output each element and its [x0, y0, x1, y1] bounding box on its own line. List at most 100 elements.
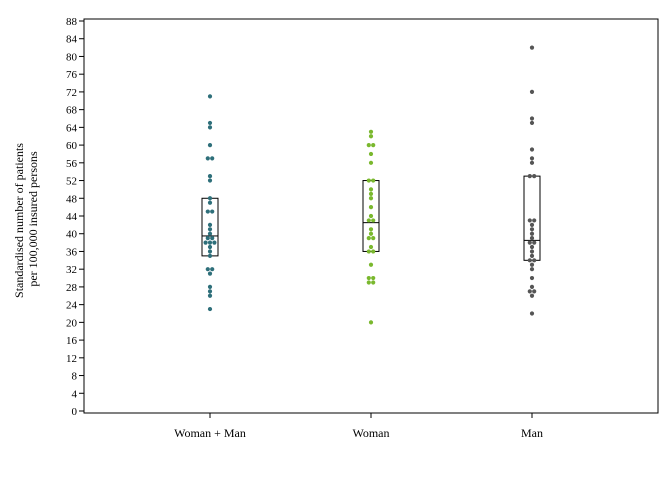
data-point-2-38-1: [532, 240, 537, 245]
data-point-2-42-0: [529, 222, 535, 227]
data-point-1-60-1: [371, 142, 376, 148]
y-tick-label-8: 8: [72, 371, 78, 383]
data-point-1-30-1: [371, 275, 376, 281]
data-point-2-27-1: [532, 289, 537, 294]
data-point-2-43-1: [532, 218, 537, 223]
data-point-2-34-1: [532, 258, 537, 263]
data-point-2-36-0: [529, 249, 535, 254]
y-axis-label-line-2: per 100,000 insured persons: [26, 151, 40, 287]
data-point-2-33-0: [529, 262, 535, 267]
y-tick-label-24: 24: [66, 300, 78, 312]
data-point-0-57-1: [210, 156, 215, 161]
data-point-2-40-0: [529, 231, 535, 236]
y-tick-label-68: 68: [66, 105, 78, 117]
data-point-2-59-0: [529, 147, 535, 152]
data-point-0-39-1: [210, 236, 215, 241]
data-point-1-33-0: [368, 262, 374, 267]
data-point-1-43-1: [371, 218, 376, 223]
data-point-2-26-0: [529, 293, 535, 298]
y-tick-label-0: 0: [72, 406, 78, 418]
y-axis-label-line-1: Standardised number of patients: [12, 143, 26, 298]
data-point-2-66-0: [529, 116, 535, 121]
data-point-0-36-0: [207, 249, 213, 254]
data-point-1-49-0: [368, 191, 374, 196]
data-point-2-53-0: [527, 174, 532, 179]
y-axis: 0481216202428323640444852566064687276808…: [66, 16, 84, 418]
data-point-1-46-0: [368, 205, 374, 210]
data-point-0-40-0: [207, 231, 213, 236]
data-point-2-32-0: [529, 267, 535, 272]
x-tick-label-0: Woman + Man: [174, 426, 246, 440]
data-point-0-39-0: [205, 236, 210, 241]
box-2: [523, 175, 541, 261]
data-point-0-71-0: [207, 94, 213, 99]
data-point-2-27-0: [527, 289, 532, 294]
data-point-0-57-0: [205, 156, 210, 161]
y-tick-label-88: 88: [66, 16, 78, 28]
data-point-1-48-0: [368, 196, 374, 201]
data-point-1-30-0: [366, 275, 371, 281]
data-point-2-82-0: [529, 45, 535, 50]
data-point-0-45-1: [210, 209, 215, 214]
data-point-1-52-1: [371, 178, 376, 183]
data-point-0-60-0: [207, 142, 213, 148]
y-tick-label-56: 56: [66, 158, 78, 170]
data-point-2-72-0: [529, 89, 535, 95]
data-point-1-52-0: [366, 178, 371, 183]
data-point-1-37-0: [368, 244, 374, 250]
data-point-0-31-0: [207, 271, 213, 276]
data-point-0-37-0: [207, 244, 213, 250]
data-point-2-38-0: [527, 240, 532, 245]
data-point-2-53-1: [532, 174, 537, 179]
data-point-1-36-1: [371, 249, 376, 254]
data-point-0-32-1: [210, 267, 215, 272]
data-point-1-43-0: [366, 218, 371, 223]
data-point-0-35-0: [207, 253, 213, 258]
data-point-2-34-0: [527, 258, 532, 263]
y-tick-label-32: 32: [66, 264, 77, 276]
data-point-1-39-1: [371, 236, 376, 241]
data-point-1-60-0: [366, 142, 371, 148]
data-point-1-36-0: [366, 249, 371, 254]
data-point-0-32-0: [205, 267, 210, 272]
data-point-1-44-0: [368, 213, 374, 219]
y-tick-label-48: 48: [66, 193, 78, 205]
data-point-1-58-0: [368, 151, 374, 157]
data-point-1-56-0: [368, 160, 374, 165]
data-point-0-45-0: [205, 209, 210, 214]
data-point-1-29-0: [366, 280, 371, 285]
y-tick-label-16: 16: [66, 335, 78, 347]
data-point-2-35-0: [529, 253, 535, 258]
data-point-1-41-0: [368, 227, 374, 232]
data-point-0-27-0: [207, 289, 213, 294]
data-point-0-26-0: [207, 293, 213, 298]
y-tick-label-80: 80: [66, 51, 78, 63]
y-tick-label-36: 36: [66, 246, 78, 258]
x-tick-label-2: Man: [521, 426, 543, 440]
data-point-1-50-0: [368, 187, 374, 192]
data-point-2-65-0: [529, 120, 535, 126]
y-tick-label-72: 72: [66, 87, 77, 99]
data-point-1-39-0: [366, 236, 371, 241]
x-axis: Woman + Man Woman Man: [174, 413, 543, 440]
data-point-2-43-0: [527, 218, 532, 223]
y-tick-label-4: 4: [72, 388, 78, 400]
y-tick-label-60: 60: [66, 140, 78, 152]
data-point-2-41-0: [529, 227, 535, 232]
data-point-0-38-0: [203, 240, 208, 245]
x-tick-label-1: Woman: [352, 426, 389, 440]
data-point-0-38-1: [207, 240, 213, 245]
data-point-2-22-0: [529, 311, 535, 316]
data-point-0-52-0: [207, 178, 213, 183]
data-point-0-53-0: [207, 174, 213, 179]
data-point-2-39-0: [529, 236, 535, 241]
y-tick-label-44: 44: [66, 211, 78, 223]
data-points: [203, 45, 537, 325]
box-1: [362, 180, 380, 252]
y-tick-label-40: 40: [66, 229, 78, 241]
data-point-0-28-0: [207, 284, 213, 290]
data-point-1-29-1: [371, 280, 376, 285]
data-point-0-23-0: [207, 306, 213, 312]
